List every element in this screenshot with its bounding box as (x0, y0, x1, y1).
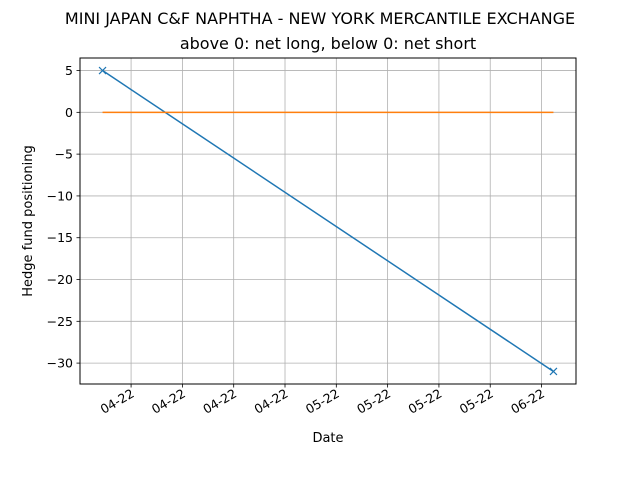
x-tick-label: 04-22 (149, 386, 188, 417)
x-tick-label: 05-22 (354, 386, 393, 417)
plot-series (98, 66, 558, 376)
y-tick-label: −10 (47, 188, 73, 203)
y-tick-label: −15 (47, 230, 73, 245)
x-tick-label: 04-22 (98, 386, 137, 417)
y-tick-label: −30 (47, 356, 73, 371)
y-axis: 5 0 −5 −10 −15 −20 −25 −30 (47, 63, 80, 371)
y-axis-label: Hedge fund positioning (21, 145, 36, 296)
plot-area-frame (79, 57, 577, 385)
data-point-marker (549, 367, 558, 376)
x-axis: 04-22 04-22 04-22 04-22 05-22 05-22 05-22 05-22… (98, 384, 547, 417)
y-tick-label: −5 (55, 147, 73, 162)
chart-title: MINI JAPAN C&F NAPHTHA - NEW YORK MERCAN… (65, 9, 575, 28)
x-tick-label: 04-22 (252, 386, 291, 417)
x-axis-label: Date (312, 431, 343, 446)
series-line-1 (102, 69, 554, 373)
y-tick-label: −20 (47, 272, 73, 287)
x-tick-label: 05-22 (457, 386, 496, 417)
data-point-marker (98, 66, 107, 75)
x-tick-label: 06-22 (508, 386, 547, 417)
chart-subtitle: above 0: net long, below 0: net short (180, 34, 476, 53)
x-tick-label: 04-22 (200, 386, 239, 417)
y-tick-label: 0 (65, 105, 73, 120)
x-tick-label: 05-22 (405, 386, 444, 417)
y-tick-label: 5 (65, 63, 73, 78)
y-tick-label: −25 (47, 314, 73, 329)
x-tick-label: 05-22 (303, 386, 342, 417)
